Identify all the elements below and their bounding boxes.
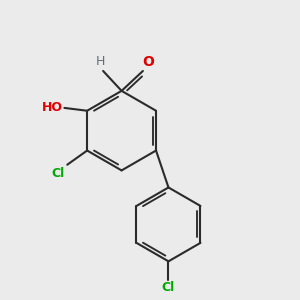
- Text: Cl: Cl: [162, 281, 175, 294]
- Text: Cl: Cl: [52, 167, 65, 180]
- Text: H: H: [96, 55, 106, 68]
- Text: HO: HO: [42, 101, 63, 114]
- Text: O: O: [142, 55, 154, 69]
